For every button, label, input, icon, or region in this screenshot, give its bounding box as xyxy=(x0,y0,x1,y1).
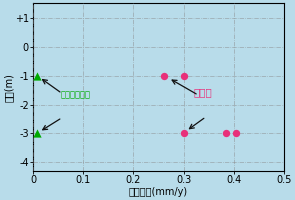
X-axis label: 腐食速度(mm/y): 腐食速度(mm/y) xyxy=(129,187,188,197)
Point xyxy=(161,74,166,77)
Point xyxy=(35,132,40,135)
Text: 電気防食適用: 電気防食適用 xyxy=(61,90,91,99)
Point xyxy=(234,132,239,135)
Point xyxy=(181,132,186,135)
Y-axis label: 深度(m): 深度(m) xyxy=(4,73,14,102)
Point xyxy=(181,74,186,77)
Text: 無防食: 無防食 xyxy=(194,87,212,97)
Point xyxy=(224,132,229,135)
Point xyxy=(35,74,40,77)
